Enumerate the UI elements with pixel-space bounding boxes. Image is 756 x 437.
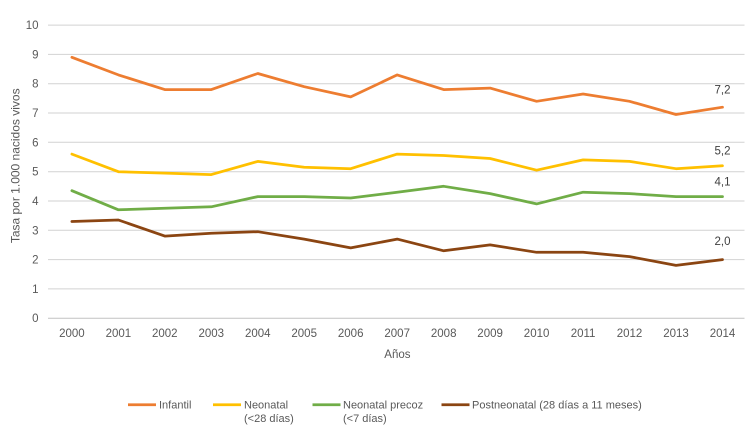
svg-text:5: 5 bbox=[32, 167, 38, 179]
svg-text:(<28 días): (<28 días) bbox=[244, 413, 294, 425]
svg-text:2,0: 2,0 bbox=[715, 236, 731, 248]
svg-text:2003: 2003 bbox=[199, 328, 225, 340]
svg-text:2000: 2000 bbox=[59, 328, 85, 340]
svg-text:2012: 2012 bbox=[617, 328, 643, 340]
svg-text:2006: 2006 bbox=[338, 328, 364, 340]
svg-text:2010: 2010 bbox=[524, 328, 550, 340]
svg-text:7,2: 7,2 bbox=[715, 85, 731, 97]
svg-text:10: 10 bbox=[26, 20, 39, 32]
svg-text:Años: Años bbox=[384, 349, 410, 361]
svg-text:8: 8 bbox=[32, 79, 38, 91]
svg-text:2005: 2005 bbox=[291, 328, 317, 340]
svg-text:2: 2 bbox=[32, 255, 38, 267]
svg-text:2002: 2002 bbox=[152, 328, 178, 340]
svg-text:2004: 2004 bbox=[245, 328, 271, 340]
svg-text:7: 7 bbox=[32, 108, 38, 120]
svg-text:2001: 2001 bbox=[106, 328, 132, 340]
svg-text:1: 1 bbox=[32, 284, 38, 296]
svg-text:2007: 2007 bbox=[384, 328, 410, 340]
svg-text:Neonatal: Neonatal bbox=[244, 400, 288, 412]
svg-text:(<7 días): (<7 días) bbox=[343, 413, 387, 425]
svg-text:9: 9 bbox=[32, 49, 38, 61]
svg-text:2011: 2011 bbox=[571, 328, 596, 340]
svg-text:2008: 2008 bbox=[431, 328, 457, 340]
svg-text:5,2: 5,2 bbox=[715, 146, 731, 158]
svg-text:Postneonatal (28 días a 11 mes: Postneonatal (28 días a 11 meses) bbox=[472, 400, 642, 412]
svg-text:2013: 2013 bbox=[663, 328, 689, 340]
svg-text:Infantil: Infantil bbox=[159, 400, 191, 412]
svg-text:4: 4 bbox=[32, 196, 39, 208]
svg-text:2014: 2014 bbox=[710, 328, 736, 340]
svg-text:2009: 2009 bbox=[477, 328, 503, 340]
svg-text:3: 3 bbox=[32, 225, 38, 237]
svg-text:4,1: 4,1 bbox=[715, 177, 731, 189]
svg-text:Tasa por 1.000 nacidos vivos: Tasa por 1.000 nacidos vivos bbox=[9, 88, 23, 243]
svg-text:Neonatal precoz: Neonatal precoz bbox=[343, 400, 423, 412]
svg-text:6: 6 bbox=[32, 137, 38, 149]
svg-text:0: 0 bbox=[32, 313, 38, 325]
